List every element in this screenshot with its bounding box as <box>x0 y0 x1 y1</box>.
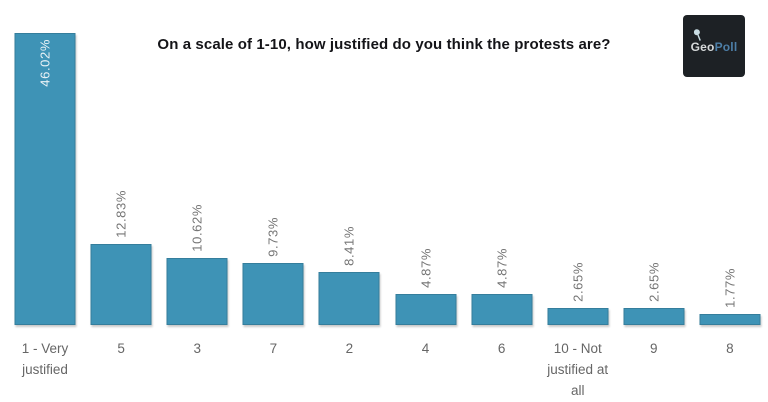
chart-title: On a scale of 1-10, how justified do you… <box>157 36 611 53</box>
bar-column: 2.65% 10 - Not justified at all <box>540 0 616 402</box>
bar-value-label: 1.77% <box>722 268 738 308</box>
bar-value-label: 4.87% <box>418 248 434 288</box>
plot-area: 4.87% <box>464 0 540 325</box>
logo-text-poll: Poll <box>714 40 738 54</box>
plot-area: 2.65% <box>616 0 692 325</box>
bar <box>547 308 609 325</box>
map-pin-icon <box>693 29 701 41</box>
bar <box>14 33 76 325</box>
bar <box>395 294 457 325</box>
bar-value-label: 46.02% <box>37 39 53 87</box>
plot-area: 4.87% <box>387 0 463 325</box>
bar-value-label: 8.41% <box>341 226 357 266</box>
bar <box>166 258 228 325</box>
bar-column: 2.65% 9 <box>616 0 692 402</box>
x-axis-label: 4 <box>421 341 430 356</box>
plot-area: 10.62% <box>159 0 235 325</box>
bar-column: 4.87% 6 <box>464 0 540 402</box>
plot-area: 46.02% <box>7 0 83 325</box>
plot-area: 12.83% <box>83 0 159 325</box>
x-axis-label: 8 <box>726 341 734 356</box>
bar-column: 4.87% 4 <box>387 0 463 402</box>
bar <box>623 308 685 325</box>
x-axis-label: 7 <box>269 341 278 356</box>
x-axis-label: 9 <box>650 341 658 356</box>
bar-column: 10.62% 3 <box>159 0 235 402</box>
bar-column: 46.02% 1 - Very justified <box>7 0 83 402</box>
x-axis-label: 2 <box>345 341 354 356</box>
plot-area: 2.65% <box>540 0 616 325</box>
bar <box>699 314 761 325</box>
bar-column: 12.83% 5 <box>83 0 159 402</box>
bar-value-label: 2.65% <box>570 262 586 302</box>
bar-value-label: 4.87% <box>494 248 510 288</box>
x-axis-label: 10 - Not justified at all <box>547 341 609 398</box>
x-axis-label: 3 <box>193 341 201 356</box>
bar-column: 1.77% 8 <box>692 0 768 402</box>
logo-text: GeoPoll <box>691 40 738 54</box>
bar-value-label: 12.83% <box>113 190 129 238</box>
x-axis-label: 1 - Very justified <box>21 341 69 377</box>
bar-value-label: 9.73% <box>265 217 281 257</box>
bar <box>471 294 533 325</box>
x-axis-label: 6 <box>497 341 506 356</box>
bar <box>318 272 380 325</box>
bar-column: 9.73% 7 <box>235 0 311 402</box>
plot-area: 8.41% <box>311 0 387 325</box>
bar-column: 8.41% 2 <box>311 0 387 402</box>
plot-area: 1.77% <box>692 0 768 325</box>
bar <box>242 263 304 325</box>
x-axis-label: 5 <box>117 341 125 356</box>
bar-value-label: 2.65% <box>646 262 662 302</box>
plot-area: 9.73% <box>235 0 311 325</box>
bar-value-label: 10.62% <box>189 204 205 252</box>
bar <box>90 244 152 325</box>
logo-text-geo: Geo <box>690 40 715 54</box>
geopoll-logo: GeoPoll <box>683 15 745 77</box>
